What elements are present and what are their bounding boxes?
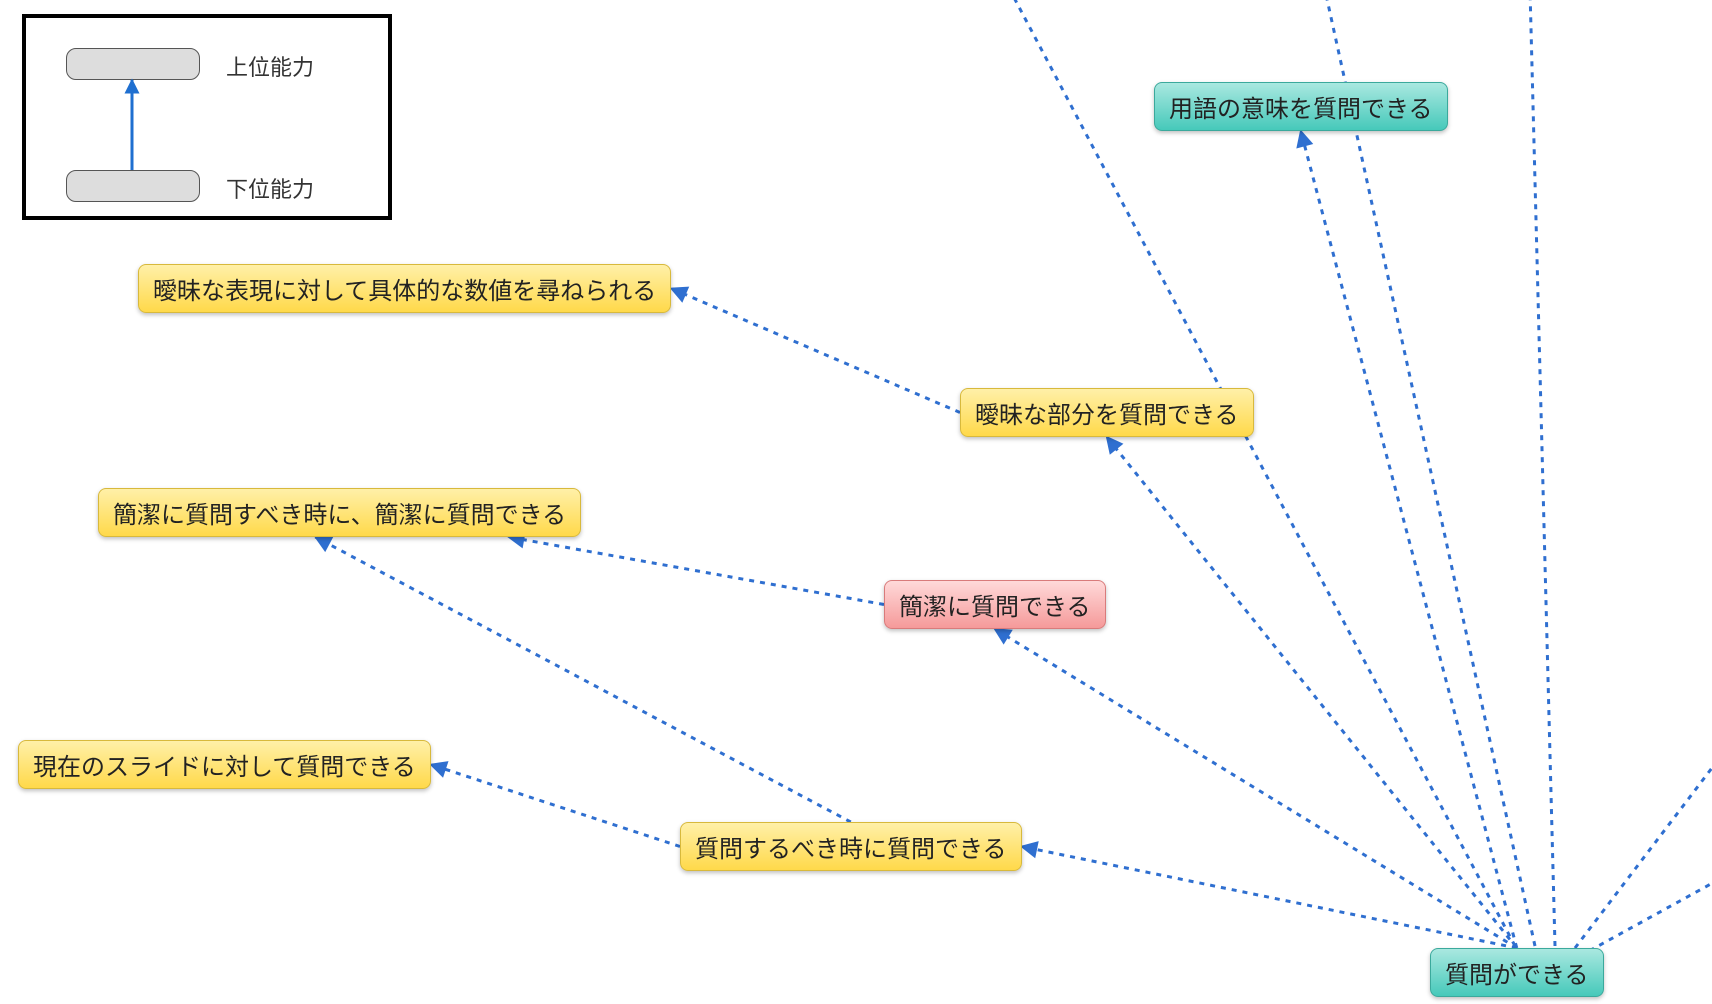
node-ambignum: 曖昧な表現に対して具体的な数値を尋ねられる <box>138 264 671 313</box>
node-timing: 質問するべき時に質問できる <box>680 822 1022 871</box>
node-ambig: 曖昧な部分を質問できる <box>960 388 1254 437</box>
edge-root-concise <box>995 629 1517 948</box>
edge-root-offscreen-3 <box>1575 760 1712 948</box>
legend-upper-shape <box>66 48 200 80</box>
edge-timing-slide <box>431 765 680 847</box>
edge-root-offscreen-4 <box>1580 880 1712 956</box>
legend-lower-label: 下位能力 <box>226 172 314 204</box>
edge-root-offscreen-2 <box>1530 0 1555 946</box>
edge-root-timing <box>1022 847 1517 949</box>
legend-lower-shape <box>66 170 200 202</box>
diagram-canvas: 上位能力下位能力 質問ができる 用語の意味を質問できる曖昧な部分を質問できる 曖昧な… <box>0 0 1712 1004</box>
edge-root-offscreen-1 <box>1325 0 1535 946</box>
node-root: 質問ができる <box>1430 948 1604 997</box>
legend-upper-label: 上位能力 <box>226 50 314 82</box>
node-concise: 簡潔に質問できる <box>884 580 1106 629</box>
node-slide: 現在のスライドに対して質問できる <box>18 740 431 789</box>
edge-concise-concisew <box>509 537 884 605</box>
edge-root-ambig <box>1107 437 1517 948</box>
edge-ambig-ambignum <box>671 289 960 413</box>
legend-box: 上位能力下位能力 <box>22 14 392 220</box>
node-concisew: 簡潔に質問すべき時に、簡潔に質問できる <box>98 488 581 537</box>
edge-root-term <box>1301 131 1517 948</box>
node-term: 用語の意味を質問できる <box>1154 82 1448 131</box>
edge-root-offscreen-0 <box>1010 0 1515 946</box>
